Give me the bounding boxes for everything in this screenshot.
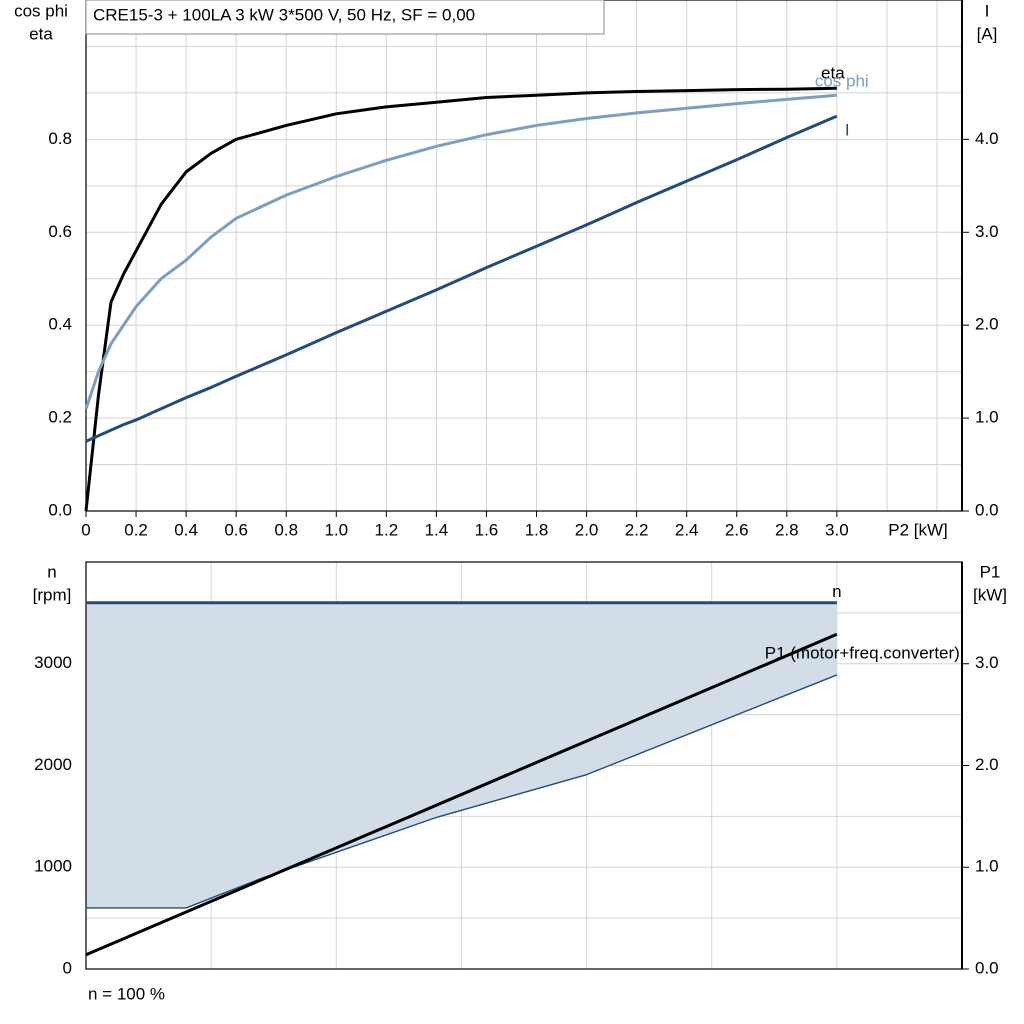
y-tick-label: 0.4 xyxy=(48,315,72,334)
chart-title: CRE15-3 + 100LA 3 kW 3*500 V, 50 Hz, SF … xyxy=(93,5,475,24)
x-tick-label: 1.0 xyxy=(324,520,348,539)
x-tick-label: 1.8 xyxy=(525,520,549,539)
x-tick-label: 2.0 xyxy=(575,520,599,539)
x-tick-label: 2.6 xyxy=(725,520,749,539)
series-label: I xyxy=(845,121,850,140)
series-line xyxy=(85,632,838,957)
x-tick-label: 2.8 xyxy=(775,520,799,539)
y2-tick-label: 0.0 xyxy=(975,500,999,519)
x-tick-label: 3.0 xyxy=(825,520,849,539)
y2-axis-label: [kW] xyxy=(973,585,1007,604)
x-tick-label: 2.2 xyxy=(625,520,649,539)
y2-tick-label: 2.0 xyxy=(975,755,999,774)
y2-tick-label: 1.0 xyxy=(975,857,999,876)
y-tick-label: 0.2 xyxy=(48,408,72,427)
x-tick-label: 1.6 xyxy=(475,520,499,539)
y-tick-label: 0 xyxy=(63,958,72,977)
series-label: n xyxy=(832,582,841,601)
y2-tick-label: 3.0 xyxy=(975,222,999,241)
y-tick-label: 0.6 xyxy=(48,222,72,241)
y-axis-label: n xyxy=(47,562,56,581)
x-tick-label: 2.4 xyxy=(675,520,699,539)
y2-axis-label: [A] xyxy=(977,24,998,43)
y2-tick-label: 3.0 xyxy=(975,653,999,672)
y-tick-label: 3000 xyxy=(34,653,72,672)
x-tick-label: 1.4 xyxy=(425,520,449,539)
series-line xyxy=(85,114,838,443)
series-line xyxy=(84,86,837,512)
range-area xyxy=(86,602,837,908)
x-tick-label: 0.6 xyxy=(224,520,248,539)
series-line xyxy=(84,93,837,410)
series-label: cos phi xyxy=(815,72,869,91)
series-label: eta xyxy=(821,64,845,83)
x-tick-label: 0 xyxy=(81,520,90,539)
series-line xyxy=(86,674,838,909)
y-axis-label: [rpm] xyxy=(33,585,72,604)
x-tick-label: 0.4 xyxy=(174,520,198,539)
y-tick-label: 0.8 xyxy=(48,129,72,148)
footnote: n = 100 % xyxy=(88,984,165,1003)
y2-tick-label: 2.0 xyxy=(975,315,999,334)
y-tick-label: 2000 xyxy=(34,755,72,774)
y-tick-label: 1000 xyxy=(34,857,72,876)
x-tick-label: 1.2 xyxy=(375,520,399,539)
y2-tick-label: 1.0 xyxy=(975,408,999,427)
y2-tick-label: 4.0 xyxy=(975,129,999,148)
y-tick-label: 0.0 xyxy=(48,500,72,519)
y-axis-label: cos phi xyxy=(14,1,68,20)
x-axis-label: P2 [kW] xyxy=(888,520,948,539)
title-box xyxy=(85,0,605,35)
y2-axis-label: I xyxy=(985,1,990,20)
series-label: P1 (motor+freq.converter) xyxy=(765,644,960,663)
x-tick-label: 0.8 xyxy=(274,520,298,539)
y2-axis-label: P1 xyxy=(980,562,1001,581)
y2-tick-label: 0.0 xyxy=(975,958,999,977)
x-tick-label: 0.2 xyxy=(124,520,148,539)
y-axis-label: eta xyxy=(29,24,53,43)
